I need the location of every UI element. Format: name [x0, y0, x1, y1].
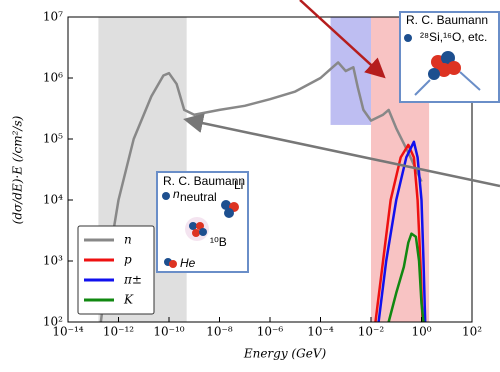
legend-frame [77, 225, 155, 315]
inset-label: neutral [180, 190, 217, 204]
x-tick-label: 10⁰ [411, 325, 431, 339]
icon [199, 228, 207, 236]
legend-label: K [123, 293, 134, 307]
legend-label: n [124, 233, 132, 247]
icon [224, 208, 234, 218]
x-tick-label: 10⁻⁸ [206, 325, 233, 339]
legend-label: π± [123, 273, 142, 287]
icon [189, 222, 197, 230]
icon [447, 61, 461, 75]
icon [196, 222, 204, 230]
x-tick-label: 10⁻² [358, 325, 385, 339]
icon [169, 260, 177, 268]
x-axis-label: Energy (GeV) [243, 347, 327, 361]
y-tick-label: 10⁷ [43, 10, 63, 24]
inset-sub: Li [234, 178, 243, 192]
icon [404, 34, 412, 42]
icon [192, 229, 200, 237]
arrow [459, 71, 481, 91]
x-tick-label: 10⁻⁶ [257, 325, 284, 339]
y-tick-label: 10² [43, 315, 63, 329]
y-tick-label: 10³ [43, 254, 63, 268]
x-tick-label: 10⁻¹⁰ [153, 325, 184, 339]
series-line [377, 140, 427, 323]
inset: R. C. Baumann ²⁸Si,¹⁶O, etc. [399, 11, 500, 103]
x-tick-label: 10⁻¹⁴ [52, 325, 83, 339]
icon [162, 192, 170, 200]
x-tick-label: 10⁻⁴ [307, 325, 334, 339]
inset-title: R. C. Baumann [406, 13, 488, 27]
inset-label: He [180, 256, 196, 270]
arrow [299, 0, 386, 79]
icon [428, 68, 440, 80]
y-tick-label: 10⁶ [43, 71, 63, 85]
x-tick-label: 10⁻¹² [103, 325, 134, 339]
arrow [414, 79, 431, 96]
series-line [374, 143, 424, 323]
y-tick-label: 10⁵ [43, 132, 63, 146]
y-axis-label: (dσ/dE)·E (/cm²/s) [11, 115, 25, 224]
inset-title: R. C. Baumann [163, 174, 245, 188]
series-line [99, 61, 423, 323]
legend-label: p [124, 253, 132, 267]
inset: R. C. Baumann Li n neutral ¹⁰B He [156, 171, 249, 273]
inset-label: ²⁸Si,¹⁶O, etc. [420, 30, 487, 44]
x-tick-label: 10² [462, 325, 482, 339]
arrow [183, 113, 500, 188]
y-tick-label: 10⁴ [43, 193, 63, 207]
series-line [387, 232, 425, 323]
inset-label: ¹⁰B [210, 235, 227, 249]
inset-label: n [173, 187, 180, 201]
icon [221, 200, 231, 210]
